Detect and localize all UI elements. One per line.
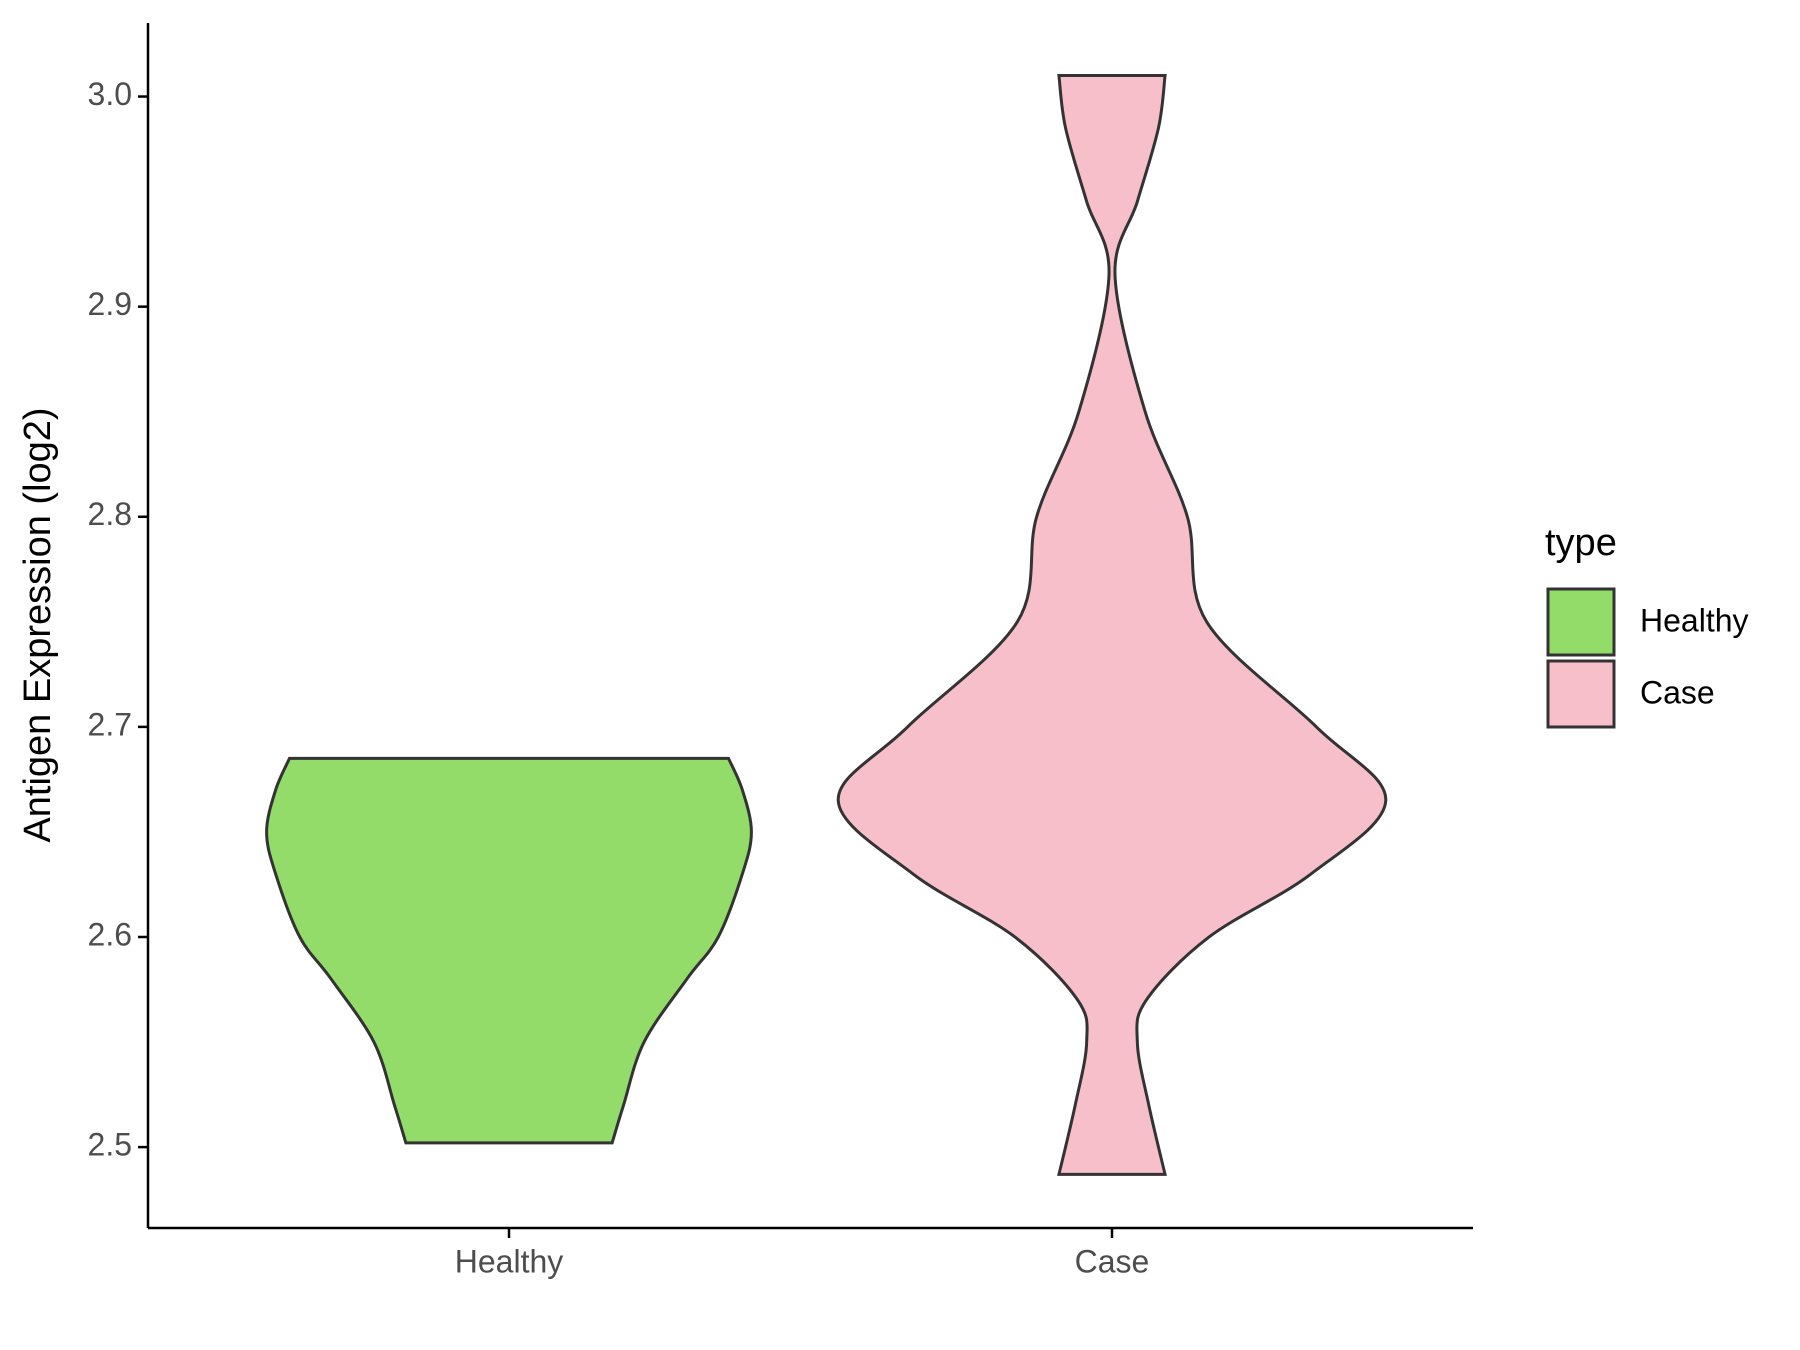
y-tick-label: 2.5 <box>88 1127 132 1163</box>
violin <box>265 756 753 1145</box>
y-axis-label: Antigen Expression (log2) <box>17 407 59 842</box>
legend-label: Healthy <box>1640 602 1749 638</box>
violin <box>836 74 1388 1176</box>
x-tick-label: Case <box>1075 1243 1150 1279</box>
x-tick-label: Healthy <box>455 1243 564 1279</box>
y-tick-label: 2.6 <box>88 916 132 952</box>
y-tick-label: 2.7 <box>88 706 132 742</box>
legend-key <box>1546 659 1616 729</box>
y-tick-label: 2.8 <box>88 496 132 532</box>
legend-label: Case <box>1640 674 1715 710</box>
legend-title: type <box>1545 522 1617 564</box>
y-tick-label: 3.0 <box>88 76 132 112</box>
legend-key <box>1546 587 1616 657</box>
y-tick-label: 2.9 <box>88 286 132 322</box>
